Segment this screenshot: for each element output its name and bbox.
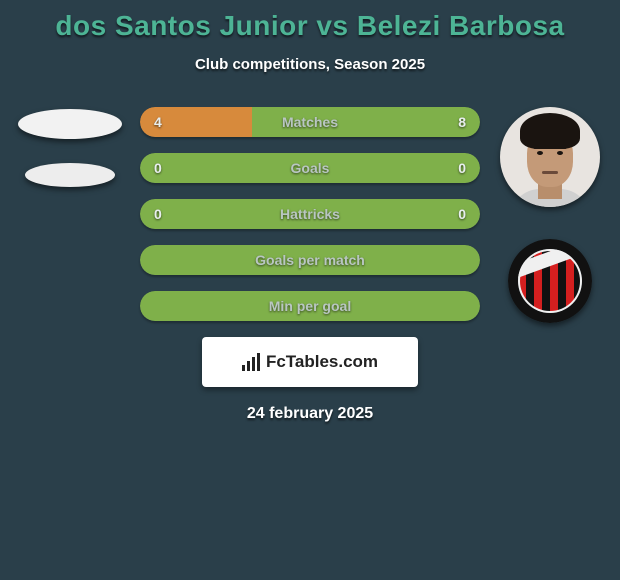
stat-row: Goals per match: [140, 245, 480, 275]
stat-value-right: 0: [458, 199, 466, 229]
stat-label: Matches: [140, 107, 480, 137]
comparison-panel: Matches48Goals00Hattricks00Goals per mat…: [0, 107, 620, 423]
club-right-badge: [508, 239, 592, 323]
stat-value-right: 0: [458, 153, 466, 183]
stats-list: Matches48Goals00Hattricks00Goals per mat…: [140, 107, 480, 321]
stat-label: Min per goal: [140, 291, 480, 321]
stat-row: Hattricks0 0: [140, 199, 480, 229]
stat-row: Matches4 8: [140, 107, 480, 137]
stat-label: Goals: [140, 153, 480, 183]
brand-badge: FcTables.com: [202, 337, 418, 387]
player-right-avatar: [500, 107, 600, 207]
page-title: dos Santos Junior vs Belezi Barbosa: [0, 0, 620, 42]
stat-label: Hattricks: [140, 199, 480, 229]
club-left-badge: [25, 163, 115, 187]
page-subtitle: Club competitions, Season 2025: [0, 56, 620, 73]
stat-value-left: 0: [154, 199, 162, 229]
stat-row: Min per goal: [140, 291, 480, 321]
brand-text: FcTables.com: [266, 352, 378, 372]
stat-value-left: 4: [154, 107, 162, 137]
stat-label: Goals per match: [140, 245, 480, 275]
footer-date: 24 february 2025: [0, 405, 620, 423]
left-player-column: [10, 107, 130, 187]
stat-value-left: 0: [154, 153, 162, 183]
brand-bars-icon: [242, 353, 260, 371]
right-player-column: [490, 107, 610, 323]
stat-row: Goals0 0: [140, 153, 480, 183]
player-left-avatar: [18, 109, 122, 139]
stat-value-right: 8: [458, 107, 466, 137]
